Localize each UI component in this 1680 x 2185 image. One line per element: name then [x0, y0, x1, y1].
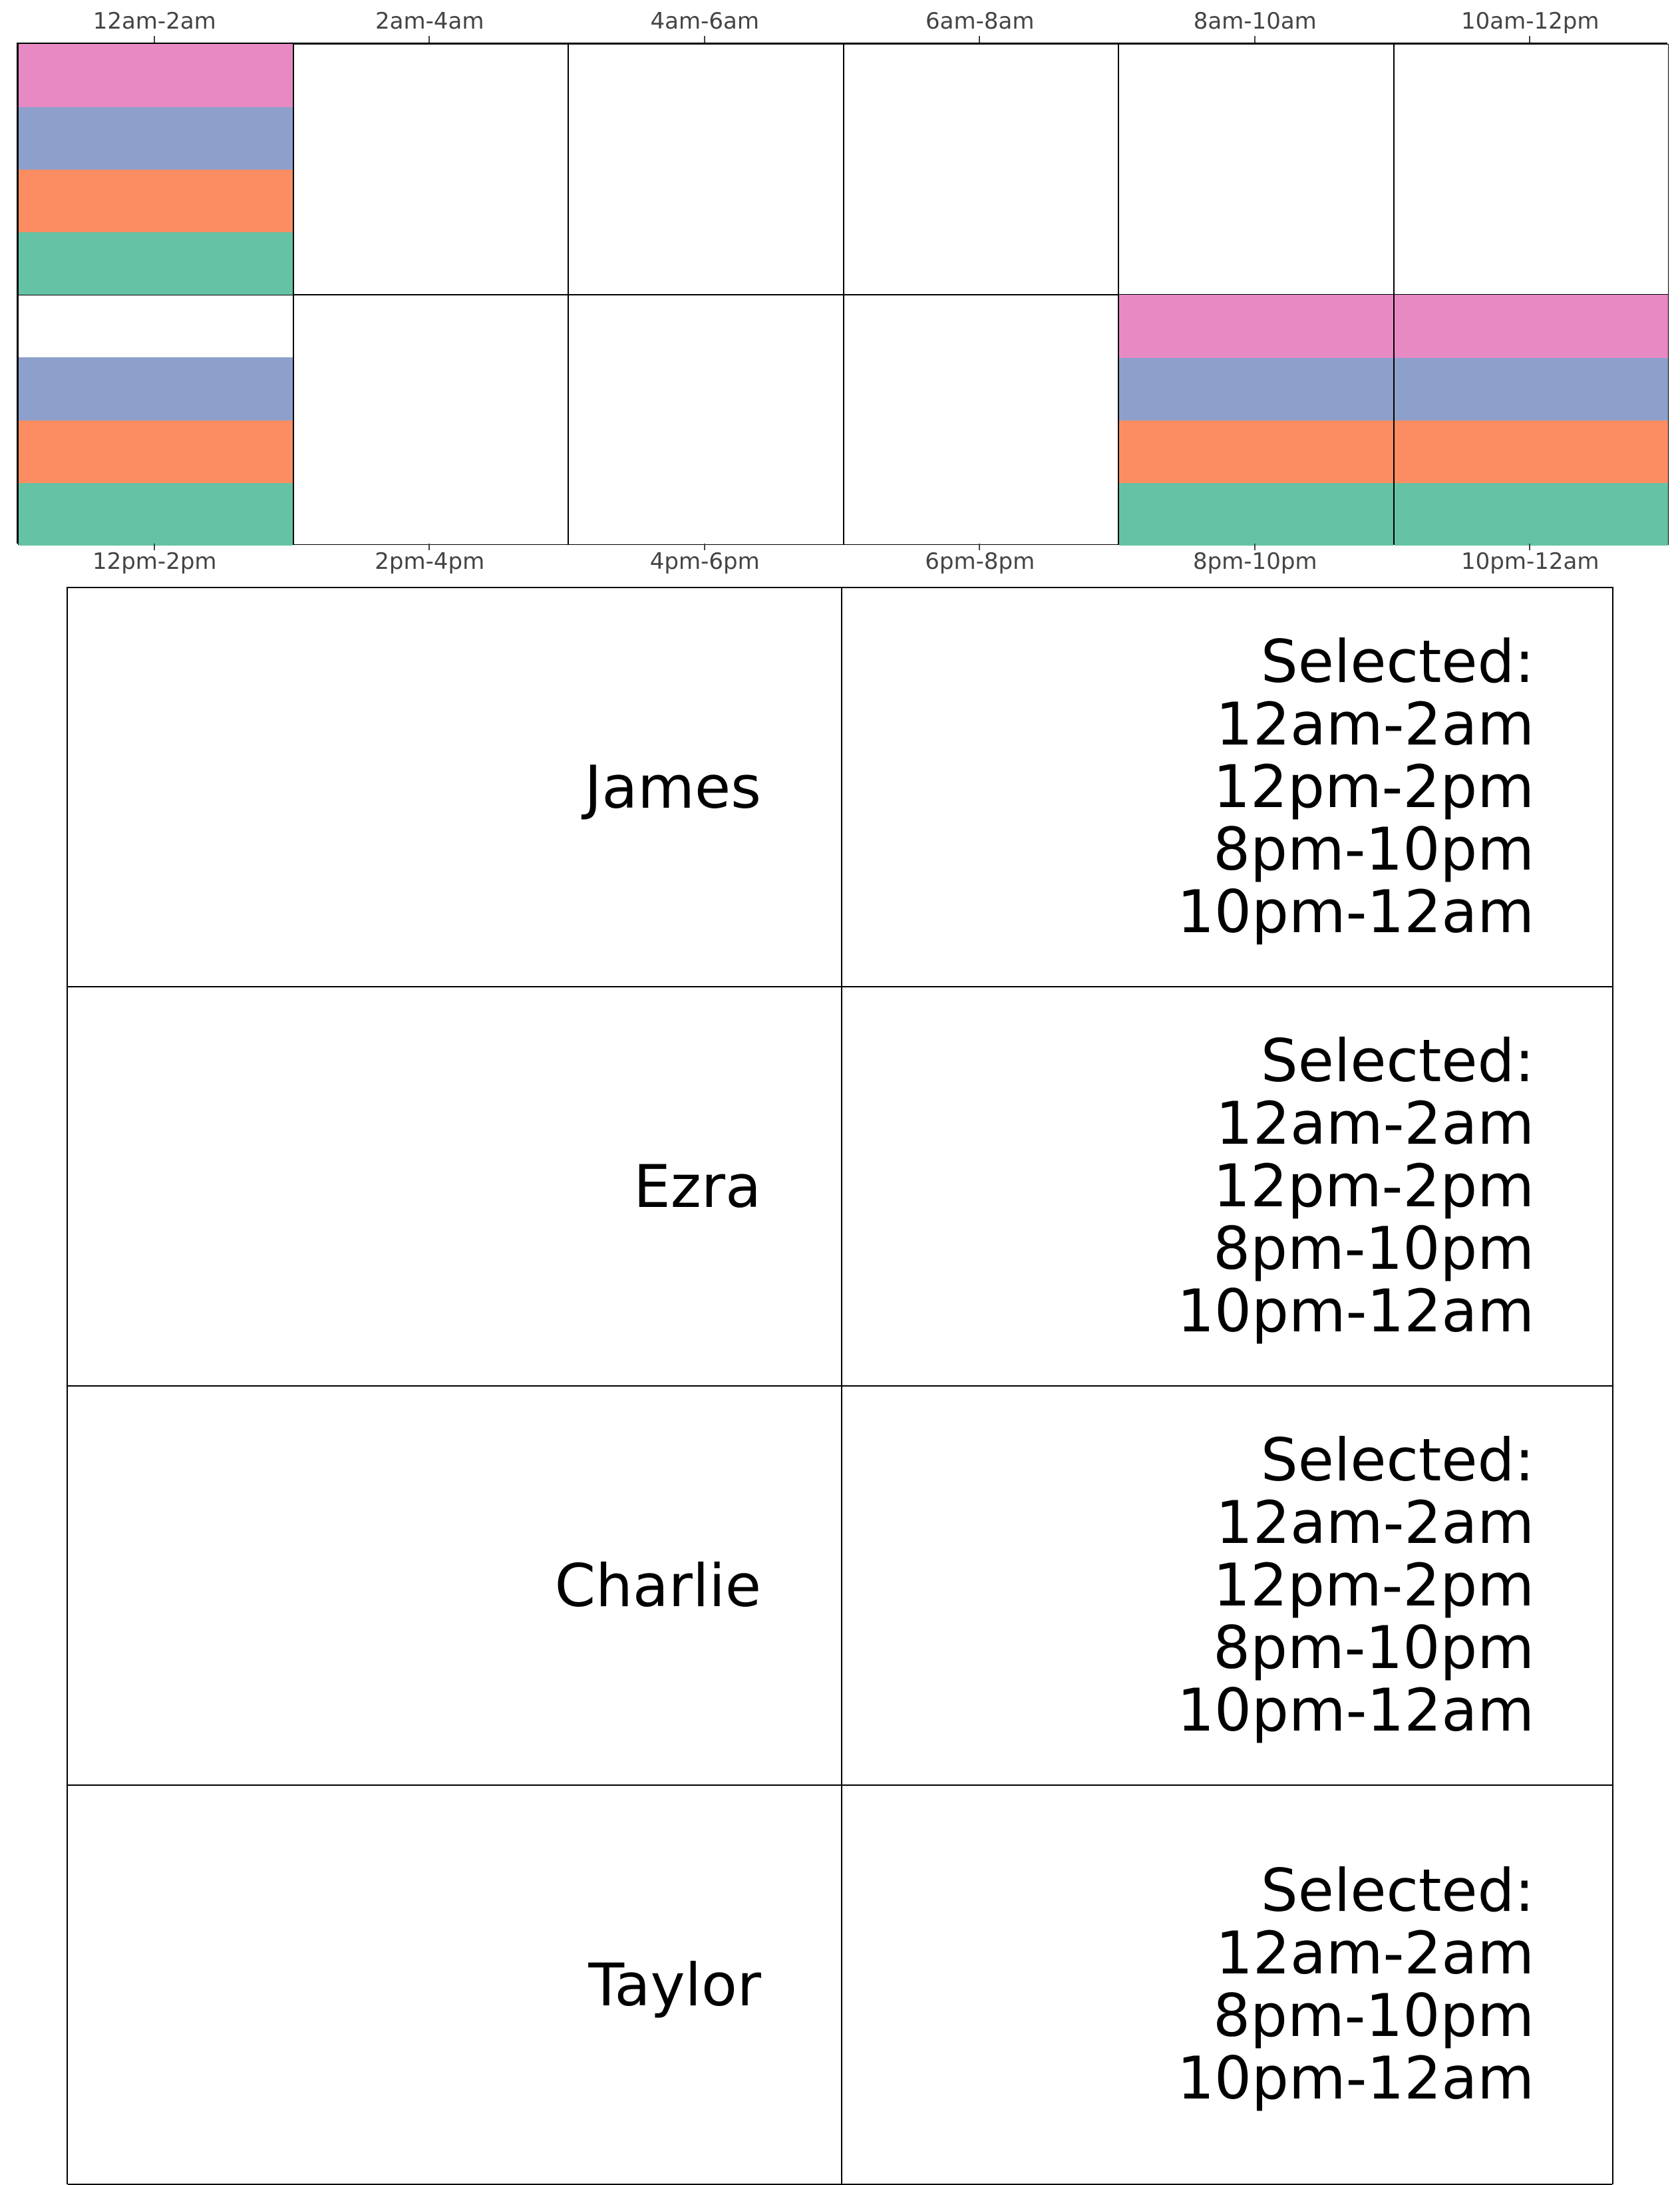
- selection-band-james: [19, 482, 293, 546]
- top-tick-label: 8am-10am: [1193, 8, 1317, 35]
- selection-band-taylor: [1119, 294, 1393, 358]
- bottom-tick-label: 8pm-10pm: [1192, 548, 1317, 575]
- selected-slots: Selected: 12am-2am 8pm-10pm 10pm-12am: [1177, 1786, 1534, 2184]
- top-tick-label: 6am-8am: [925, 8, 1035, 35]
- bottom-tick-label: 6pm-8pm: [925, 548, 1035, 575]
- selection-band-charlie: [1394, 357, 1668, 420]
- selected-slots: Selected: 12am-2am 12pm-2pm 8pm-10pm 10pm-12…: [1177, 987, 1534, 1385]
- person-row-james: James Selected: 12am-2am 12pm-2pm 8pm-10pm 10…: [68, 588, 1612, 987]
- top-tick-mark: [703, 36, 705, 43]
- top-tick-mark: [979, 36, 981, 43]
- selected-slot-label: 8pm-10pm: [1213, 815, 1534, 884]
- selected-slot-label: 8pm-10pm: [1213, 1981, 1534, 2050]
- top-tick-mark: [1529, 36, 1531, 43]
- selection-band-ezra: [19, 169, 293, 233]
- selected-slots: Selected: 12am-2am 12pm-2pm 8pm-10pm 10pm-12…: [1177, 1387, 1534, 1784]
- time-slot-2am-4am[interactable]: [293, 44, 568, 295]
- time-slot-8am-10am[interactable]: [1118, 44, 1394, 295]
- selected-slot-label: 10pm-12am: [1177, 2044, 1534, 2112]
- column-divider: [841, 588, 842, 986]
- person-row-ezra: Ezra Selected: 12am-2am 12pm-2pm 8pm-10pm 10p…: [68, 987, 1612, 1387]
- time-slot-2pm-4pm[interactable]: [293, 294, 568, 545]
- person-row-charlie: Charlie Selected: 12am-2am 12pm-2pm 8pm-10pm…: [68, 1387, 1612, 1786]
- selection-band-james: [1394, 482, 1668, 546]
- selection-band-ezra: [1119, 419, 1393, 483]
- selected-slot-label: 12am-2am: [1215, 690, 1534, 758]
- top-tick-label: 10am-12pm: [1461, 8, 1599, 35]
- selection-band-james: [1119, 482, 1393, 546]
- time-slot-4pm-6pm[interactable]: [568, 294, 844, 545]
- selected-slot-label: 10pm-12am: [1177, 1277, 1534, 1345]
- bottom-tick-mark: [428, 544, 430, 550]
- selection-band-ezra: [1394, 419, 1668, 483]
- selection-band-ezra: [19, 419, 293, 483]
- time-slot-12pm-2pm[interactable]: [18, 294, 293, 546]
- bottom-tick-label: 12pm-2pm: [92, 548, 217, 575]
- bottom-tick-mark: [153, 544, 155, 550]
- top-tick-mark: [1254, 36, 1256, 43]
- selected-slot-label: 10pm-12am: [1177, 1676, 1534, 1745]
- bottom-tick-label: 2pm-4pm: [375, 548, 485, 575]
- top-tick-label: 12am-2am: [92, 8, 216, 35]
- bottom-tick-mark: [979, 544, 981, 550]
- person-name: Charlie: [554, 1551, 761, 1620]
- selected-header: Selected:: [1260, 1426, 1534, 1494]
- selected-header: Selected:: [1260, 1856, 1534, 1925]
- time-slot-10pm-12am[interactable]: [1393, 294, 1669, 546]
- selected-slot-label: 12pm-2pm: [1213, 1551, 1534, 1619]
- bottom-tick-mark: [1529, 544, 1531, 550]
- top-tick-label: 4am-6am: [650, 8, 759, 35]
- selected-slot-label: 8pm-10pm: [1213, 1214, 1534, 1283]
- time-slot-6pm-8pm[interactable]: [843, 294, 1118, 545]
- top-tick-mark: [153, 36, 155, 43]
- time-slot-10am-12pm[interactable]: [1393, 44, 1669, 295]
- availability-grid: [17, 43, 1669, 546]
- selection-band-taylor: [1394, 294, 1668, 358]
- people-selection-table: James Selected: 12am-2am 12pm-2pm 8pm-10pm 10…: [67, 587, 1613, 2185]
- selected-slot-label: 10pm-12am: [1177, 878, 1534, 946]
- selection-band-charlie: [1119, 357, 1393, 420]
- bottom-tick-mark: [703, 544, 705, 550]
- column-divider: [841, 987, 842, 1385]
- selected-slot-label: 12pm-2pm: [1213, 1152, 1534, 1220]
- selected-header: Selected:: [1260, 1027, 1534, 1095]
- selection-band-charlie: [19, 357, 293, 420]
- person-row-taylor: Taylor Selected: 12am-2am 8pm-10pm 10pm-12am: [68, 1786, 1612, 2185]
- selected-header: Selected:: [1260, 627, 1534, 696]
- top-tick-mark: [428, 36, 430, 43]
- person-name: James: [584, 753, 761, 822]
- selected-slot-label: 12am-2am: [1215, 1919, 1534, 1987]
- time-slot-8pm-10pm[interactable]: [1118, 294, 1394, 546]
- bottom-tick-mark: [1254, 544, 1256, 550]
- selected-slot-label: 12am-2am: [1215, 1488, 1534, 1557]
- selected-slot-label: 8pm-10pm: [1213, 1613, 1534, 1682]
- time-slot-12am-2am[interactable]: [18, 44, 293, 295]
- time-slot-4am-6am[interactable]: [568, 44, 844, 295]
- bottom-tick-label: 4pm-6pm: [649, 548, 760, 575]
- column-divider: [841, 1387, 842, 1784]
- person-name: Taylor: [588, 1950, 761, 2019]
- bottom-tick-label: 10pm-12am: [1461, 548, 1599, 575]
- column-divider: [841, 1786, 842, 2184]
- selected-slot-label: 12pm-2pm: [1213, 753, 1534, 821]
- person-name: Ezra: [633, 1152, 761, 1221]
- selected-slots: Selected: 12am-2am 12pm-2pm 8pm-10pm 10pm-12…: [1177, 588, 1534, 986]
- time-slot-6am-8am[interactable]: [843, 44, 1118, 295]
- selection-band-charlie: [19, 106, 293, 170]
- selection-band-james: [19, 232, 293, 295]
- selected-slot-label: 12am-2am: [1215, 1089, 1534, 1158]
- top-tick-label: 2am-4am: [375, 8, 484, 35]
- selection-band-taylor: [19, 44, 293, 108]
